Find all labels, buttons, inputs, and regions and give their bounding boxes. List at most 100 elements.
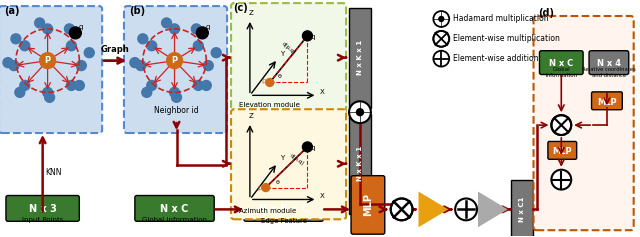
- Circle shape: [136, 61, 146, 71]
- Circle shape: [433, 51, 449, 67]
- FancyBboxPatch shape: [124, 6, 227, 133]
- Circle shape: [43, 87, 52, 97]
- Circle shape: [65, 24, 74, 34]
- Text: θ: θ: [278, 74, 282, 79]
- Circle shape: [35, 18, 45, 28]
- Circle shape: [262, 184, 269, 191]
- Circle shape: [147, 81, 157, 90]
- Text: Graph: Graph: [100, 45, 129, 54]
- Text: Edge Feature: Edge Feature: [260, 218, 307, 224]
- Text: p: p: [262, 78, 266, 84]
- Text: (b): (b): [129, 6, 145, 16]
- Text: N x C1: N x C1: [518, 197, 525, 222]
- Text: (c): (c): [233, 3, 248, 13]
- Text: q: q: [205, 24, 210, 30]
- Circle shape: [170, 24, 179, 34]
- Circle shape: [67, 81, 76, 90]
- Circle shape: [552, 170, 572, 190]
- Text: Elevation module: Elevation module: [239, 102, 300, 108]
- Text: N x 3: N x 3: [29, 204, 56, 214]
- Text: KNN: KNN: [45, 168, 62, 177]
- Text: Hadamard multiplication: Hadamard multiplication: [453, 14, 549, 23]
- Circle shape: [439, 17, 444, 22]
- Circle shape: [162, 18, 172, 28]
- Text: q: q: [78, 24, 83, 30]
- Text: MLP: MLP: [597, 98, 617, 107]
- Text: Neighbor id: Neighbor id: [154, 106, 199, 115]
- FancyBboxPatch shape: [511, 180, 532, 237]
- Circle shape: [191, 24, 202, 34]
- Circle shape: [147, 41, 157, 51]
- Circle shape: [196, 27, 208, 39]
- FancyBboxPatch shape: [349, 8, 371, 108]
- FancyBboxPatch shape: [589, 51, 628, 74]
- Text: Y: Y: [280, 155, 284, 161]
- Circle shape: [433, 11, 449, 27]
- Circle shape: [130, 58, 140, 68]
- FancyBboxPatch shape: [540, 51, 583, 74]
- Circle shape: [9, 61, 19, 71]
- Text: Y: Y: [280, 51, 284, 57]
- Circle shape: [211, 48, 221, 58]
- Circle shape: [40, 53, 56, 68]
- Text: d(p,q): d(p,q): [289, 153, 305, 166]
- Text: Azimuth module: Azimuth module: [239, 208, 296, 214]
- Text: d(p,q): d(p,q): [281, 41, 296, 55]
- Circle shape: [193, 81, 204, 90]
- Circle shape: [11, 34, 21, 44]
- Circle shape: [356, 109, 364, 116]
- FancyBboxPatch shape: [351, 176, 385, 234]
- Text: P: P: [45, 56, 51, 65]
- Text: P: P: [172, 56, 178, 65]
- Text: N x C: N x C: [549, 59, 573, 68]
- Circle shape: [20, 81, 29, 90]
- Text: X: X: [319, 89, 324, 95]
- Text: Relative coordinates
and distance: Relative coordinates and distance: [582, 67, 636, 77]
- Text: N x K x 1: N x K x 1: [357, 40, 363, 75]
- Polygon shape: [478, 191, 508, 227]
- Text: N x K x C: N x K x C: [259, 204, 308, 214]
- Circle shape: [266, 78, 274, 87]
- Text: N x 4: N x 4: [597, 59, 621, 68]
- Text: θ: θ: [276, 180, 280, 185]
- FancyBboxPatch shape: [534, 16, 634, 230]
- Text: MLP: MLP: [552, 147, 572, 156]
- Circle shape: [202, 81, 211, 90]
- Circle shape: [455, 198, 477, 220]
- Circle shape: [69, 27, 81, 39]
- Text: Z: Z: [249, 113, 254, 119]
- Text: N x C: N x C: [161, 204, 189, 214]
- FancyBboxPatch shape: [591, 92, 622, 110]
- Circle shape: [142, 87, 152, 97]
- Text: (d): (d): [538, 8, 554, 18]
- Text: MLP: MLP: [363, 193, 373, 216]
- Text: q: q: [310, 34, 315, 40]
- Text: N x K x 1: N x K x 1: [357, 146, 363, 181]
- Text: Element-wise addition: Element-wise addition: [453, 54, 539, 63]
- Circle shape: [303, 31, 312, 41]
- Text: (a): (a): [4, 6, 19, 16]
- FancyBboxPatch shape: [6, 196, 79, 221]
- Circle shape: [74, 81, 84, 90]
- Circle shape: [84, 48, 94, 58]
- Text: Input Points: Input Points: [22, 217, 63, 223]
- FancyBboxPatch shape: [244, 196, 323, 221]
- Text: Max: Max: [478, 205, 497, 214]
- FancyBboxPatch shape: [548, 141, 577, 159]
- Circle shape: [45, 92, 54, 102]
- Circle shape: [391, 198, 413, 220]
- Text: Z: Z: [249, 10, 254, 16]
- Text: p: p: [258, 185, 262, 191]
- FancyBboxPatch shape: [349, 114, 371, 214]
- Circle shape: [433, 31, 449, 47]
- Text: Sum: Sum: [418, 205, 439, 214]
- Circle shape: [43, 24, 52, 34]
- Circle shape: [166, 53, 182, 68]
- Circle shape: [204, 61, 213, 71]
- Circle shape: [349, 101, 371, 123]
- FancyBboxPatch shape: [135, 196, 214, 221]
- Circle shape: [67, 41, 76, 51]
- Text: Element-wise multiplication: Element-wise multiplication: [453, 34, 560, 43]
- Circle shape: [552, 115, 572, 135]
- FancyBboxPatch shape: [0, 6, 102, 133]
